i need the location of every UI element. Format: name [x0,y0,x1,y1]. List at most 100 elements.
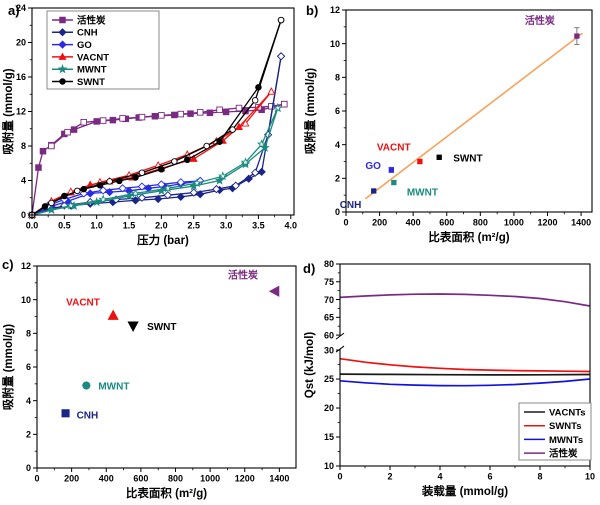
panel-b-axes: 0 200 400 600 800 1000 1200 1400 0 2 4 6 8 10 12 比表面积 (… [303,5,593,244]
svg-text:20: 20 [16,38,26,48]
series-SWNT [28,16,285,219]
svg-text:压力 (bar): 压力 (bar) [137,233,189,247]
svg-text:活性炭: 活性炭 [525,14,555,27]
svg-text:GO: GO [77,40,92,51]
svg-text:600: 600 [133,474,148,484]
svg-text:1.0: 1.0 [90,221,103,231]
panel-d-chart: 0 2 4 6 8 10 10 15 20 25 30 60 65 70 75 80 装载量 (mmol/g) Q… [304,259,595,498]
svg-text:75: 75 [324,277,334,287]
svg-text:8: 8 [21,141,26,151]
panel-d-legend: VACNTs SWNTs MWNTs 活性炭 [518,402,592,461]
svg-text:MWNT: MWNT [98,382,129,393]
svg-text:1200: 1200 [537,218,557,228]
svg-text:10: 10 [330,39,340,49]
svg-text:20: 20 [324,403,334,413]
svg-text:2: 2 [26,430,31,440]
svg-text:600: 600 [439,218,454,228]
panel-a-label: a) [8,3,20,18]
svg-text:MWNT: MWNT [407,188,438,199]
svg-text:0: 0 [337,472,342,482]
svg-text:8: 8 [537,472,542,482]
svg-text:SWNT: SWNT [147,322,176,333]
svg-text:活性炭: 活性炭 [77,14,106,26]
svg-text:400: 400 [99,474,114,484]
svg-text:12: 12 [16,107,26,117]
svg-text:活性炭: 活性炭 [549,448,578,460]
svg-text:SWNT: SWNT [77,77,105,88]
svg-text:4: 4 [437,472,442,482]
panel-a-chart: 0.0 0.5 1.0 1.5 2.0 2.5 3.0 3.5 4.0 0 4 8 12 16 20 24 压力… [1,3,297,247]
point-GO: GO [365,161,394,173]
series-VACNTs [339,373,591,376]
series-GO [27,176,205,220]
svg-text:200: 200 [64,474,79,484]
fit-line [364,32,583,200]
svg-text:0: 0 [343,218,348,228]
svg-text:12: 12 [21,261,31,271]
svg-text:比表面积 (m²/g): 比表面积 (m²/g) [126,486,207,500]
svg-text:2: 2 [387,472,392,482]
svg-text:VACNT: VACNT [77,52,109,63]
point-SWNT: SWNT [127,321,177,333]
svg-text:吸附量 (mmol/g): 吸附量 (mmol/g) [1,68,15,154]
svg-text:0: 0 [335,207,340,217]
svg-text:2: 2 [335,174,340,184]
svg-text:12: 12 [330,5,340,15]
svg-text:装载量 (mmol/g): 装载量 (mmol/g) [421,484,508,498]
panel-d-label: d) [303,261,316,276]
svg-text:VACNT: VACNT [377,143,411,154]
svg-text:1200: 1200 [235,474,255,484]
svg-text:4.0: 4.0 [285,221,298,231]
svg-text:2.0: 2.0 [155,221,168,231]
series-MWNT [27,102,283,220]
point-MWNT: MWNT [391,179,438,199]
svg-text:1000: 1000 [200,474,220,484]
svg-text:3.5: 3.5 [252,221,265,231]
svg-text:SWNT: SWNT [453,153,482,164]
svg-text:6: 6 [487,472,492,482]
svg-text:10: 10 [324,461,334,471]
svg-text:0: 0 [26,463,31,473]
svg-text:25: 25 [324,374,334,384]
panel-c-label: c) [2,257,14,272]
svg-text:VACNT: VACNT [66,298,100,309]
panel-b-chart: CNH GO MWNT VACNT SWNT 活性炭 0 200 400 600 800 1000 12… [303,5,593,244]
svg-text:6: 6 [335,106,340,116]
point-VACNT: VACNT [377,143,423,165]
svg-text:1400: 1400 [269,474,289,484]
panel-a-axes: 0.0 0.5 1.0 1.5 2.0 2.5 3.0 3.5 4.0 0 4 8 12 16 20 24 压力… [1,3,297,247]
svg-text:VACNTs: VACNTs [549,407,586,418]
point-CNH: CNH [61,409,99,421]
svg-text:80: 80 [324,259,334,269]
svg-text:CNH: CNH [77,410,99,421]
svg-text:CNH: CNH [340,200,362,211]
series-SWNTs [339,357,591,373]
point-SWNT: SWNT [436,153,483,164]
svg-text:1.5: 1.5 [123,221,136,231]
svg-text:70: 70 [324,295,334,305]
svg-text:2.5: 2.5 [187,221,200,231]
svg-text:0.5: 0.5 [58,221,71,231]
svg-text:6: 6 [26,362,31,372]
point-CNH: CNH [340,188,377,211]
svg-text:MWNTs: MWNTs [549,435,583,446]
panel-c-axes: 0 200 400 600 800 1000 1200 1400 0 2 4 6 8 10 12 比表面积 (… [1,261,297,500]
svg-text:0.0: 0.0 [26,221,39,231]
svg-text:MWNT: MWNT [77,65,107,76]
series-MWNTs [339,378,591,387]
svg-text:400: 400 [406,218,421,228]
svg-text:3.0: 3.0 [220,221,233,231]
svg-text:比表面积 (m²/g): 比表面积 (m²/g) [428,230,509,244]
svg-text:15: 15 [324,432,334,442]
svg-text:10: 10 [21,295,31,305]
svg-text:GO: GO [365,161,381,172]
svg-text:30: 30 [324,345,334,355]
svg-text:4: 4 [335,140,340,150]
svg-text:CNH: CNH [77,28,98,39]
svg-text:吸附量 (mmol/g): 吸附量 (mmol/g) [303,68,317,154]
svg-text:4: 4 [26,396,31,406]
svg-text:活性炭: 活性炭 [228,268,258,281]
svg-text:800: 800 [473,218,488,228]
svg-text:65: 65 [324,313,334,323]
